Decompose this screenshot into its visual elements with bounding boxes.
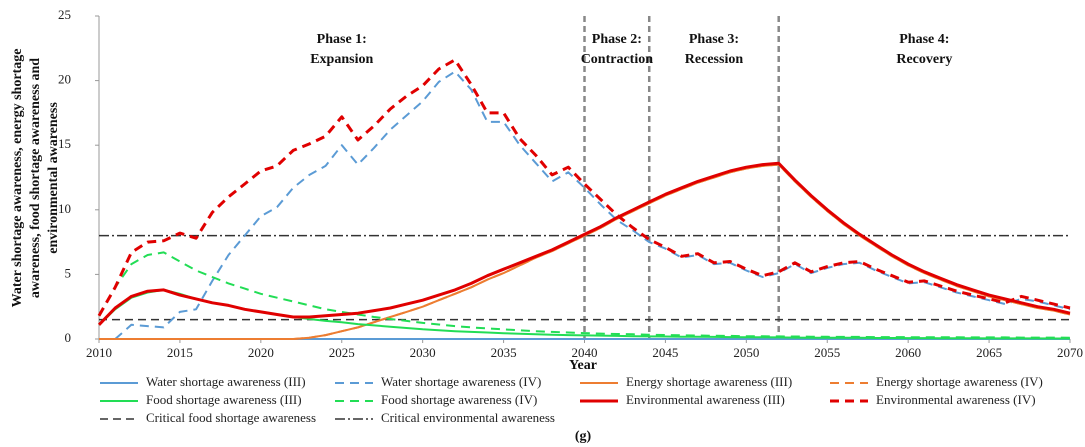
legend-label: Critical environmental awareness xyxy=(381,410,555,425)
y-axis-label: Water shortage awareness, energy shortag… xyxy=(10,49,61,308)
phase-name: Recovery xyxy=(896,52,952,67)
legend-label: Energy shortage awareness (III) xyxy=(626,374,792,389)
x-tick-label: 2025 xyxy=(329,345,355,360)
legend-label: Water shortage awareness (IV) xyxy=(381,374,541,389)
x-tick-label: 2065 xyxy=(976,345,1002,360)
y-tick-label: 0 xyxy=(65,330,72,345)
phase-title: Phase 4: xyxy=(899,32,949,47)
y-tick-label: 20 xyxy=(58,72,71,87)
x-axis-label: Year xyxy=(569,358,597,373)
series-line xyxy=(97,58,1071,317)
x-tick-label: 2055 xyxy=(814,345,840,360)
x-tick-label: 2050 xyxy=(733,345,759,360)
x-tick-label: 2015 xyxy=(167,345,193,360)
y-axis-label-line: Water shortage awareness, energy shortag… xyxy=(10,49,25,308)
series-line xyxy=(98,251,1071,339)
phase-name: Recession xyxy=(685,52,744,67)
series-line xyxy=(97,161,1071,326)
phase-title: Phase 1: xyxy=(317,32,367,47)
phase-name: Contraction xyxy=(581,52,654,67)
x-tick-label: 2045 xyxy=(652,345,678,360)
x-tick-label: 2010 xyxy=(86,345,112,360)
y-tick-label: 10 xyxy=(58,201,71,216)
phase-title: Phase 3: xyxy=(689,32,739,47)
y-tick-label: 15 xyxy=(58,136,71,151)
legend-label: Critical food shortage awareness xyxy=(146,410,316,425)
x-tick-label: 2020 xyxy=(248,345,274,360)
y-axis-label-line: environmental awareness xyxy=(46,102,61,254)
x-tick-label: 2040 xyxy=(572,345,598,360)
y-tick-label: 25 xyxy=(58,7,71,22)
x-tick-label: 2070 xyxy=(1057,345,1083,360)
caption: (g) xyxy=(575,429,592,444)
y-axis-label-line: awareness, food shortage awareness and xyxy=(28,58,43,298)
x-tick-label: 2035 xyxy=(491,345,517,360)
legend-label: Energy shortage awareness (IV) xyxy=(876,374,1043,389)
phase-title: Phase 2: xyxy=(592,32,642,47)
legend-label: Food shortage awareness (IV) xyxy=(381,392,537,407)
x-tick-label: 2030 xyxy=(410,345,436,360)
legend-label: Food shortage awareness (III) xyxy=(146,392,302,407)
legend-label: Environmental awareness (IV) xyxy=(876,392,1036,407)
x-tick-label: 2060 xyxy=(895,345,921,360)
y-tick-label: 5 xyxy=(65,265,72,280)
series-line xyxy=(114,70,1071,340)
phase-name: Expansion xyxy=(310,52,373,67)
legend-label: Water shortage awareness (III) xyxy=(146,374,306,389)
legend-label: Environmental awareness (III) xyxy=(626,392,785,407)
